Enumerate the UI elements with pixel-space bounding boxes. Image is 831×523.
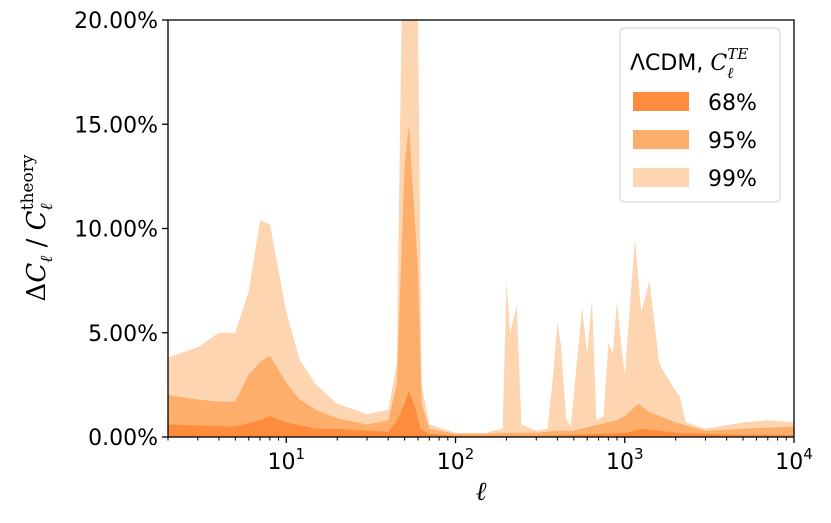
series-area-99pct xyxy=(168,20,794,437)
y-axis-label: ΔCℓ / Cℓtheory xyxy=(18,154,57,301)
x-tick-label: 103 xyxy=(606,445,644,475)
y-axis-label-text: ΔCℓ / Cℓtheory xyxy=(18,154,57,301)
x-axis: 101 102 103 104 xyxy=(167,437,813,475)
legend-label: 95% xyxy=(708,129,757,154)
x-tick-label: 102 xyxy=(437,445,475,475)
legend-label: 68% xyxy=(708,91,757,116)
legend-label: 99% xyxy=(708,167,757,192)
x-tick-label: 104 xyxy=(775,445,813,475)
series-area-95pct xyxy=(168,124,794,437)
x-axis-label: ℓ xyxy=(476,477,487,507)
legend: ΛCDM, CℓTE 68% 95% 99% xyxy=(619,27,781,203)
series-layer xyxy=(168,20,794,437)
legend-swatch xyxy=(633,92,689,111)
y-tick-label: 20.00% xyxy=(74,9,158,34)
y-tick-label: 0.00% xyxy=(88,426,158,451)
y-tick-label: 15.00% xyxy=(74,113,158,138)
legend-swatch xyxy=(633,130,689,149)
y-axis: 0.00% 5.00% 10.00% 15.00% 20.00% xyxy=(74,9,168,451)
y-tick-label: 10.00% xyxy=(74,218,158,243)
y-tick-label: 5.00% xyxy=(88,322,158,347)
x-tick-label: 101 xyxy=(268,445,306,475)
legend-box xyxy=(619,27,781,203)
series-area-68pct xyxy=(168,391,794,437)
legend-swatch xyxy=(633,168,689,187)
legend-title: ΛCDM, CℓTE xyxy=(630,45,748,82)
legend-entries: 68% 95% 99% xyxy=(633,91,757,192)
